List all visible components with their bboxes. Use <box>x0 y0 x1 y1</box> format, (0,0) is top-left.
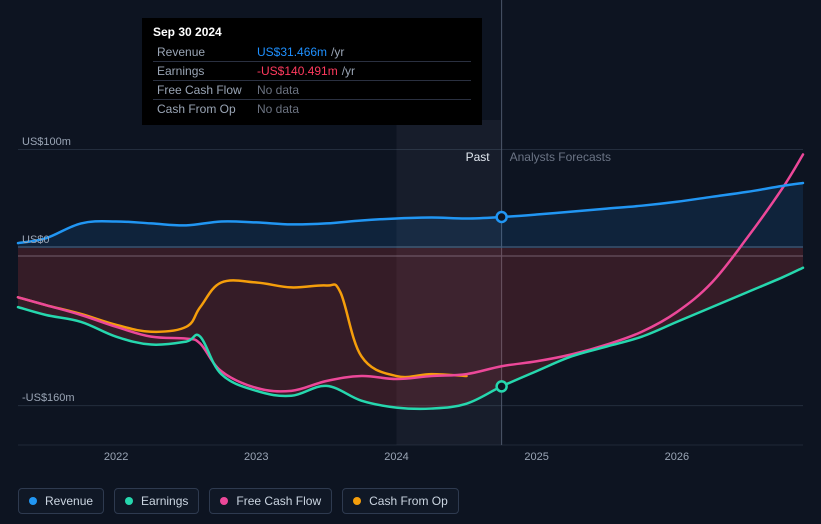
past-label: Past <box>466 150 490 164</box>
tooltip-date: Sep 30 2024 <box>153 25 471 39</box>
tooltip-row-value: -US$140.491m/yr <box>253 62 471 81</box>
legend-label: Cash From Op <box>369 494 448 508</box>
legend-item-cfo[interactable]: Cash From Op <box>342 488 459 514</box>
legend-dot-icon <box>353 497 361 505</box>
legend-dot-icon <box>125 497 133 505</box>
x-tick-label: 2022 <box>104 451 128 463</box>
forecast-label: Analysts Forecasts <box>510 150 611 164</box>
y-tick-label: US$100m <box>22 136 71 148</box>
y-tick-label: US$0 <box>22 234 50 246</box>
tooltip-row-label: Free Cash Flow <box>153 81 253 100</box>
legend-dot-icon <box>220 497 228 505</box>
tooltip-row-value: No data <box>253 81 471 100</box>
tooltip-row: Free Cash FlowNo data <box>153 81 471 100</box>
chart-tooltip: Sep 30 2024 RevenueUS$31.466m/yrEarnings… <box>142 18 482 125</box>
financial-chart: { "chart": { "background_color": "#0d142… <box>0 0 821 524</box>
tooltip-row: Earnings-US$140.491m/yr <box>153 62 471 81</box>
x-tick-label: 2023 <box>244 451 268 463</box>
legend-item-earnings[interactable]: Earnings <box>114 488 199 514</box>
legend-label: Earnings <box>141 494 188 508</box>
legend-label: Revenue <box>45 494 93 508</box>
x-tick-label: 2024 <box>384 451 408 463</box>
y-tick-label: -US$160m <box>22 392 75 404</box>
x-tick-label: 2025 <box>524 451 548 463</box>
tooltip-row: RevenueUS$31.466m/yr <box>153 43 471 62</box>
tooltip-row: Cash From OpNo data <box>153 100 471 119</box>
legend-dot-icon <box>29 497 37 505</box>
x-tick-label: 2026 <box>665 451 689 463</box>
legend-item-revenue[interactable]: Revenue <box>18 488 104 514</box>
tooltip-row-label: Earnings <box>153 62 253 81</box>
tooltip-row-value: No data <box>253 100 471 119</box>
legend-label: Free Cash Flow <box>236 494 321 508</box>
legend: Revenue Earnings Free Cash Flow Cash From O… <box>18 488 459 514</box>
tooltip-row-label: Revenue <box>153 43 253 62</box>
tooltip-row-value: US$31.466m/yr <box>253 43 471 62</box>
tooltip-row-label: Cash From Op <box>153 100 253 119</box>
tooltip-table: RevenueUS$31.466m/yrEarnings-US$140.491m… <box>153 43 471 118</box>
legend-item-fcf[interactable]: Free Cash Flow <box>209 488 332 514</box>
